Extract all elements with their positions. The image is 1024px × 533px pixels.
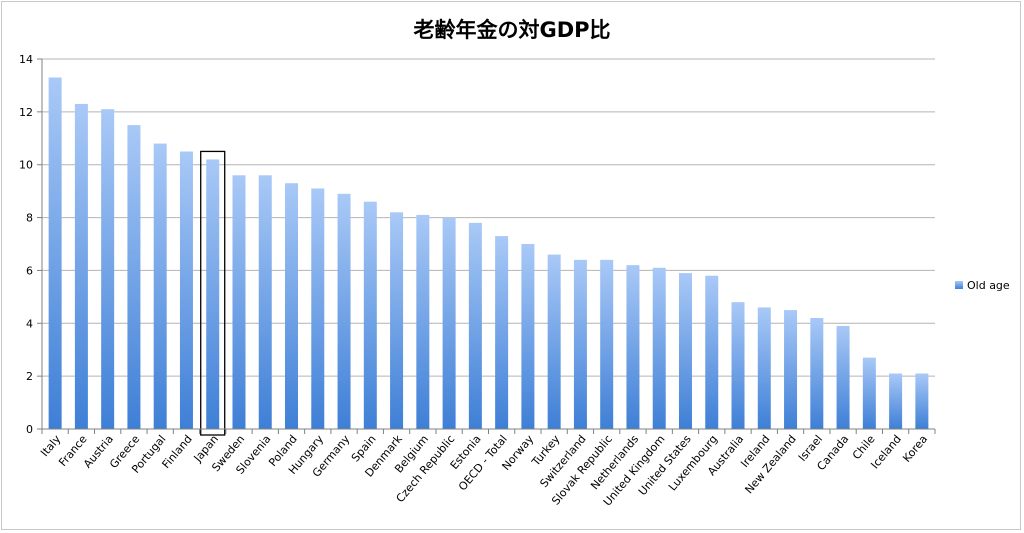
bar bbox=[206, 159, 220, 429]
bar bbox=[337, 193, 351, 429]
bar bbox=[127, 125, 141, 430]
y-tick-label: 0 bbox=[26, 423, 33, 436]
bar bbox=[547, 254, 561, 429]
bar bbox=[731, 302, 745, 429]
bar bbox=[784, 310, 798, 429]
bar bbox=[705, 275, 719, 429]
bar bbox=[652, 267, 666, 429]
bar bbox=[600, 259, 614, 429]
bar bbox=[258, 175, 272, 429]
bar bbox=[416, 214, 430, 429]
bar bbox=[101, 109, 115, 429]
y-tick-label: 10 bbox=[19, 159, 33, 172]
highlight-box bbox=[200, 150, 226, 436]
bar bbox=[836, 325, 850, 429]
gridlines bbox=[42, 58, 935, 377]
y-tick-label: 2 bbox=[26, 370, 33, 383]
chart-title: 老齢年金の対GDP比 bbox=[413, 18, 611, 42]
bar bbox=[390, 212, 404, 429]
bar bbox=[573, 259, 587, 429]
bars bbox=[48, 77, 929, 436]
bar bbox=[915, 373, 929, 429]
axes bbox=[37, 58, 936, 434]
bar bbox=[810, 318, 824, 429]
y-tick-label: 14 bbox=[19, 53, 33, 66]
category-label: Korea bbox=[900, 433, 930, 465]
bar bbox=[363, 201, 377, 429]
bar bbox=[521, 244, 535, 429]
bar bbox=[889, 373, 903, 429]
y-tick-label: 12 bbox=[19, 106, 33, 119]
bar bbox=[468, 222, 482, 429]
bar bbox=[153, 143, 167, 430]
y-tick-label: 8 bbox=[26, 212, 33, 225]
bar bbox=[179, 151, 193, 429]
bar bbox=[311, 188, 325, 429]
bar bbox=[285, 183, 299, 429]
bar bbox=[442, 217, 456, 429]
y-tick-label: 4 bbox=[26, 317, 33, 330]
legend: Old age bbox=[955, 279, 1010, 292]
bar bbox=[678, 273, 692, 429]
bar bbox=[48, 77, 62, 429]
bar bbox=[232, 175, 246, 429]
bar bbox=[74, 103, 88, 429]
bar bbox=[862, 357, 876, 429]
legend-label: Old age bbox=[967, 279, 1010, 292]
bar bbox=[495, 236, 509, 429]
y-tick-label: 6 bbox=[26, 264, 33, 277]
bar bbox=[626, 265, 640, 429]
bar bbox=[757, 307, 771, 429]
legend-swatch bbox=[955, 281, 963, 289]
